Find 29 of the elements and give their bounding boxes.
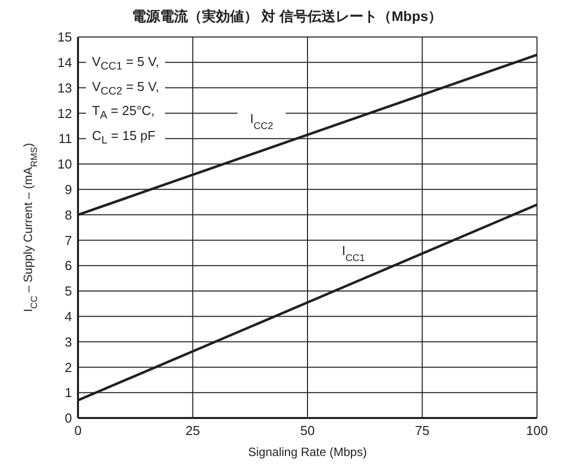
y-tick-label: 12 [58,106,72,121]
x-tick-label: 100 [526,423,548,438]
y-tick-label: 7 [64,232,72,248]
y-tick-label: 2 [64,360,72,375]
y-tick-label: 15 [58,30,72,45]
series-label: I$_{CC2}$ [250,110,274,132]
y-tick-label: 11 [58,131,72,146]
series-label: I$_{CC1}$ [342,242,365,264]
y-tick-label: 13 [58,80,72,96]
annotation: V$_{CC2}$ = 5 V, [92,78,160,100]
y-tick-label: 9 [64,182,72,198]
y-tick-label: 10 [58,156,72,172]
y-tick-label: 4 [64,309,72,324]
y-tick-label: 0 [64,410,72,426]
x-axis-title: Signaling Rate (Mbps) [248,445,367,459]
x-tick-label: 25 [186,423,200,438]
y-tick-label: 8 [64,207,72,222]
annotation: V$_{CC1}$ = 5 V, [92,53,160,75]
y-tick-label: 14 [58,55,72,70]
x-tick-label: 0 [74,423,82,438]
y-tick-label: 5 [64,284,72,299]
x-tick-label: 50 [300,423,315,438]
x-tick-label: 75 [415,423,430,438]
chart-title: 電源電流（実効値） 対 信号伝送レート（Mbps） [130,8,444,26]
annotation: C$_{L}$ = 15 pF [92,126,156,148]
annotation: T$_{A}$ = 25°C, [92,102,156,124]
y-tick-label: 3 [64,334,72,350]
y-tick-label: 6 [64,258,72,274]
y-tick-label: 1 [64,385,72,400]
